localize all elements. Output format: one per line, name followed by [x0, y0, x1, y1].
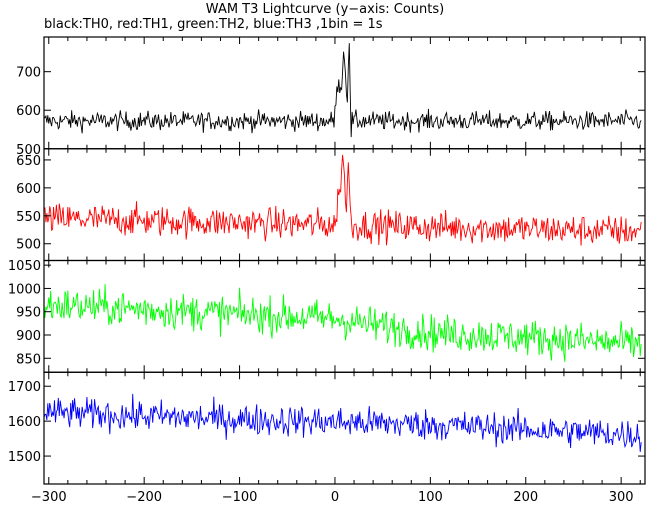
panel-frame: [43, 148, 646, 262]
y-tick-label: 550: [16, 210, 41, 225]
y-tick-label: 950: [16, 306, 41, 321]
y-tick-label: 1500: [8, 450, 41, 465]
y-tick-label: 600: [16, 104, 41, 119]
y-tick-label: 850: [16, 352, 41, 367]
y-tick-label: 1000: [8, 282, 41, 297]
x-tick-label: −100: [222, 490, 258, 505]
chart-subtitle: black:TH0, red:TH1, green:TH2, blue:TH3 …: [44, 17, 383, 32]
x-tick-label: 0: [331, 490, 339, 505]
x-tick-label: −200: [126, 490, 162, 505]
series-line-th1: [44, 154, 642, 246]
series-line-th2: [44, 284, 642, 362]
panel-frame: [43, 259, 646, 373]
y-tick-label: 600: [16, 182, 41, 197]
y-tick-label: 900: [16, 329, 41, 344]
y-tick-label: 650: [16, 154, 41, 169]
panel-frame: [43, 371, 646, 485]
x-tick-label: 200: [513, 490, 538, 505]
y-tick-label: 500: [16, 238, 41, 253]
x-tick-label: 300: [609, 490, 634, 505]
panel-frame: [43, 36, 646, 150]
y-tick-label: 1700: [8, 380, 41, 395]
y-tick-label: 700: [16, 66, 41, 81]
series-line-th0: [44, 43, 642, 138]
x-tick-label: −300: [31, 490, 67, 505]
chart-title: WAM T3 Lightcurve (y−axis: Counts): [205, 2, 445, 17]
y-tick-label: 1600: [8, 415, 41, 430]
x-tick-label: 100: [418, 490, 443, 505]
y-tick-label: 500: [16, 143, 41, 158]
y-tick-label: 1050: [8, 259, 41, 274]
series-line-th3: [44, 393, 642, 452]
